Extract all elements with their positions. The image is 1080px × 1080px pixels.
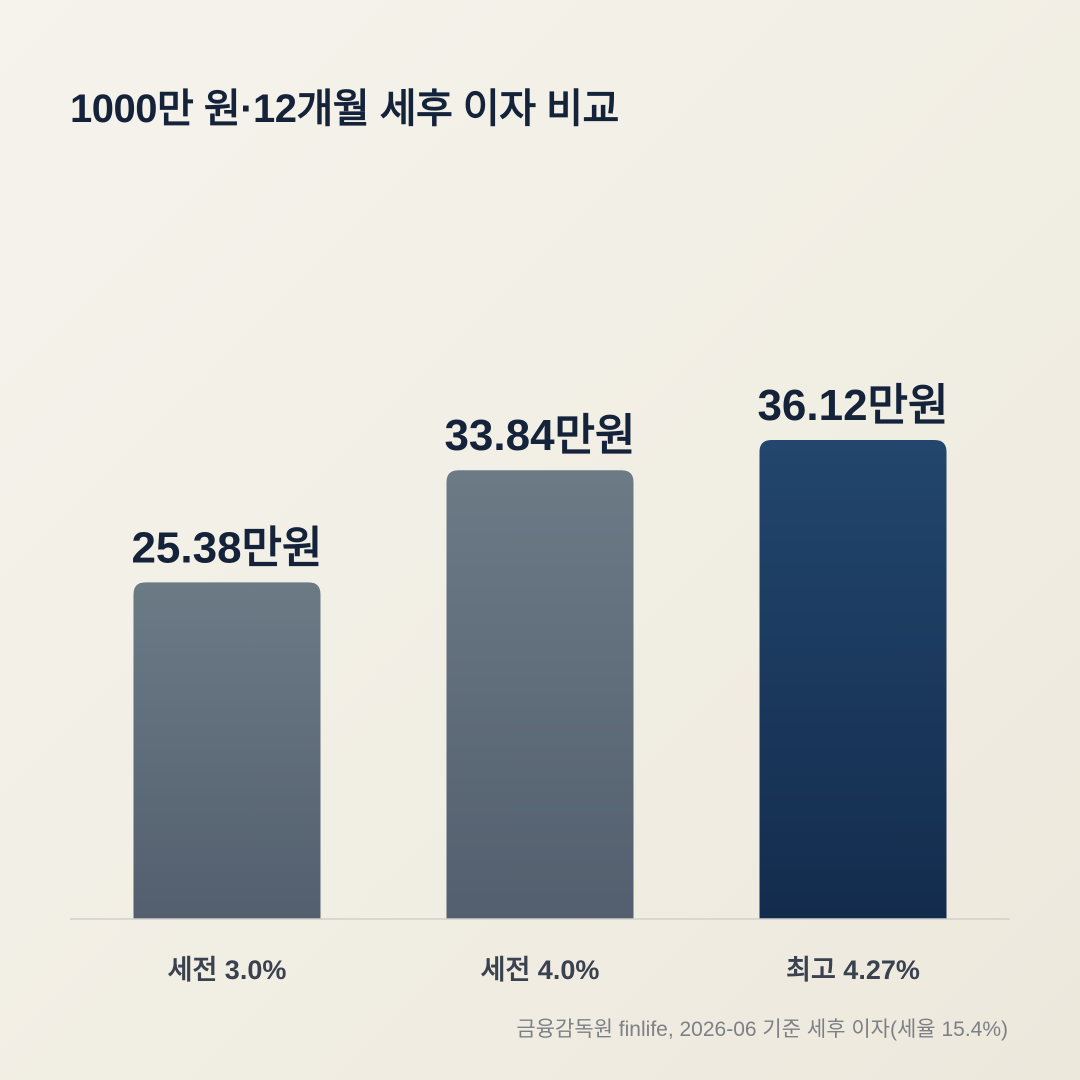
bar-2 [446, 470, 634, 919]
category-label-2: 세전 4.0% [481, 955, 600, 985]
value-label-3: 36.12만원 [757, 381, 948, 430]
value-label-2: 33.84만원 [444, 411, 635, 460]
category-label-1: 세전 3.0% [168, 955, 287, 985]
category-label-3: 최고 4.27% [786, 955, 920, 985]
value-label-1: 25.38만원 [131, 523, 322, 572]
source-note: 금융감독원 finlife, 2026-06 기준 세후 이자(세율 15.4%… [516, 1018, 1008, 1041]
bar-3 [759, 440, 947, 919]
bar-1 [133, 582, 321, 919]
chart-title: 1000만 원·12개월 세후 이자 비교 [70, 87, 619, 131]
